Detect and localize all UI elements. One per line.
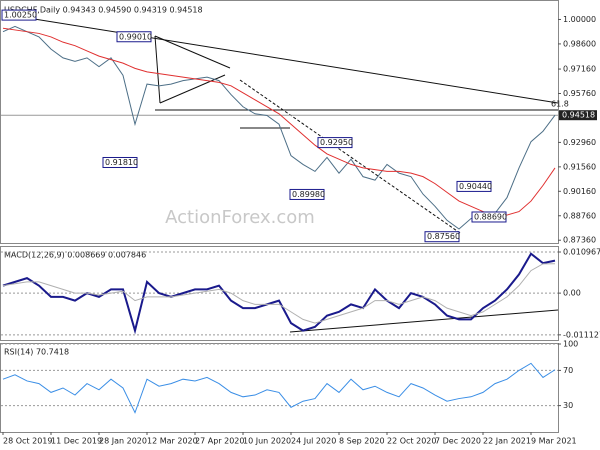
price-annotation: 0.88690 <box>474 212 507 221</box>
y-tick-label: 0.87360 <box>563 236 596 245</box>
y-tick-label: 0.88760 <box>563 211 596 220</box>
y-tick-label: 30 <box>563 401 573 410</box>
x-tick-label: 11 Dec 2019 <box>51 437 102 446</box>
price-annotation-box <box>317 137 353 149</box>
price-annotation-box <box>116 31 152 43</box>
x-tick-label: 10 Jun 2020 <box>243 437 291 446</box>
y-tick-label: 0.92960 <box>563 138 596 147</box>
y-tick-label: 0.90160 <box>563 187 596 196</box>
series-line <box>2 252 556 335</box>
y-tick-label: 0.010967 <box>563 247 600 256</box>
x-tick-label: 27 Apr 2020 <box>195 437 244 446</box>
price-annotation: 0.99010 <box>119 32 152 41</box>
panel-title: USDCHF,Daily 0.94343 0.94590 0.94319 0.9… <box>4 6 203 15</box>
price-annotation: 0.90440 <box>459 182 492 191</box>
price-annotation-box <box>1 9 37 21</box>
y-tick-label: 0.91560 <box>563 162 596 171</box>
series-line <box>2 27 556 216</box>
fib-label: 61.8 <box>551 100 569 109</box>
x-tick-label: 22 Oct 2020 <box>387 437 436 446</box>
series-line <box>2 362 556 414</box>
price-annotation-box <box>424 231 460 243</box>
price-panel <box>0 0 559 244</box>
price-annotation-box <box>289 188 325 200</box>
trend-line <box>154 35 231 69</box>
trend-line <box>2 13 559 104</box>
y-tick-label: 70 <box>563 366 573 375</box>
price-annotation-box <box>471 211 507 223</box>
last-price-label: 0.94518 <box>562 111 595 120</box>
x-tick-label: 28 Jan 2020 <box>99 437 147 446</box>
x-tick-label: 28 Oct 2019 <box>3 437 52 446</box>
y-tick-label: -0.011127 <box>563 330 600 339</box>
x-tick-label: 9 Mar 2021 <box>531 437 577 446</box>
last-price-box <box>559 110 597 121</box>
x-tick-label: 12 Mar 2020 <box>147 437 198 446</box>
price-annotation: 0.92950 <box>320 138 353 147</box>
price-annotation: 0.91810 <box>105 158 138 167</box>
panel-title: RSI(14) 70.7418 <box>4 348 69 357</box>
trend-line <box>154 35 161 104</box>
series-line <box>2 25 556 230</box>
x-tick-label: 8 Sep 2020 <box>339 437 385 446</box>
x-tick-label: 24 Jul 2020 <box>291 437 336 446</box>
price-annotation: 0.87560 <box>427 232 460 241</box>
x-tick-label: 22 Jan 2021 <box>483 437 531 446</box>
price-annotation: 0.89980 <box>292 190 325 199</box>
x-tick-label: 7 Dec 2020 <box>435 437 481 446</box>
y-tick-label: 0.97160 <box>563 65 596 74</box>
watermark: ActionForex.com <box>165 207 315 228</box>
rsi-panel <box>0 343 559 433</box>
trend-line <box>289 309 559 333</box>
y-tick-label: 0.00 <box>563 289 581 298</box>
series-line <box>2 263 556 324</box>
y-tick-label: 0.98600 <box>563 39 596 48</box>
price-annotation-box <box>102 156 138 168</box>
y-tick-label: 0.95760 <box>563 89 596 98</box>
price-annotation-box <box>456 180 492 192</box>
y-tick-label: 100 <box>563 340 578 349</box>
panel-title: MACD(12,26,9) 0.008669 0.007846 <box>4 251 146 260</box>
y-tick-label: 1.00000 <box>563 15 596 24</box>
price-annotation: 1.00250 <box>4 11 37 20</box>
